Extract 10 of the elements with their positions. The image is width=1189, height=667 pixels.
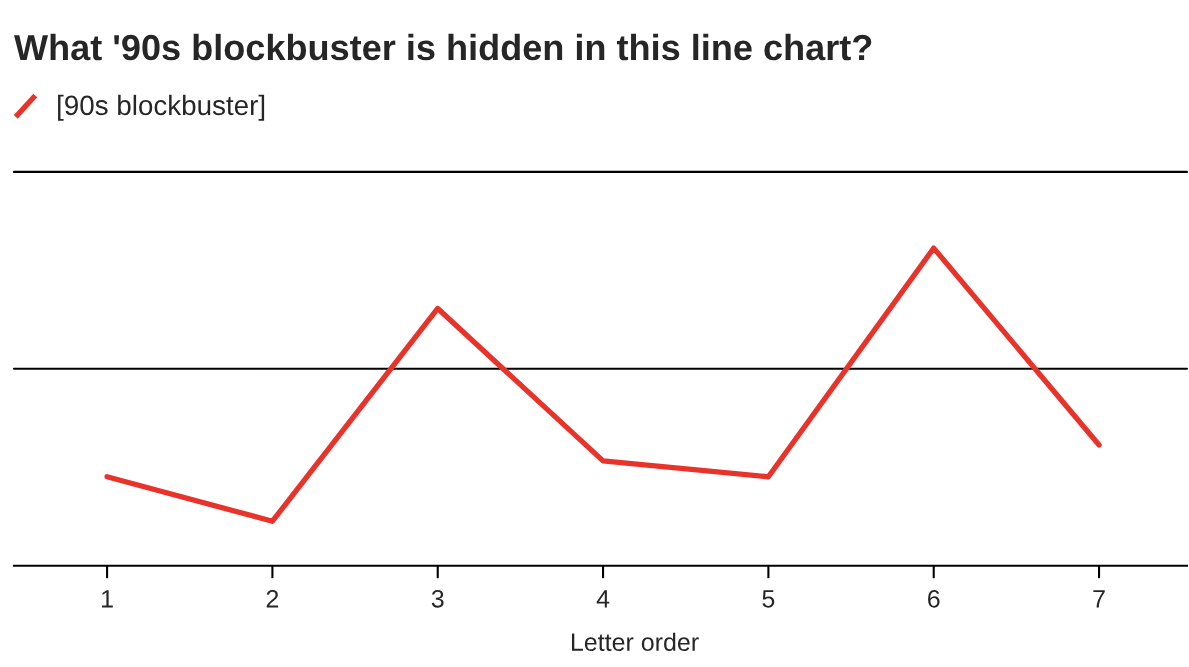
x-tick-label: 1	[102, 590, 113, 608]
x-tick-label: 4	[596, 590, 610, 608]
x-tick-label: 5	[762, 590, 775, 608]
x-tick-label: 2	[266, 589, 279, 608]
x-tick-label: 7	[1093, 590, 1105, 608]
legend-label: [90s blockbuster]	[58, 94, 265, 121]
x-axis-title: Letter order	[571, 632, 699, 652]
chart-title: What '90s blockbuster is hidden in this line chart?	[14, 33, 872, 61]
x-tick-label: 3	[431, 589, 444, 608]
x-tick-label: 6	[928, 589, 940, 608]
